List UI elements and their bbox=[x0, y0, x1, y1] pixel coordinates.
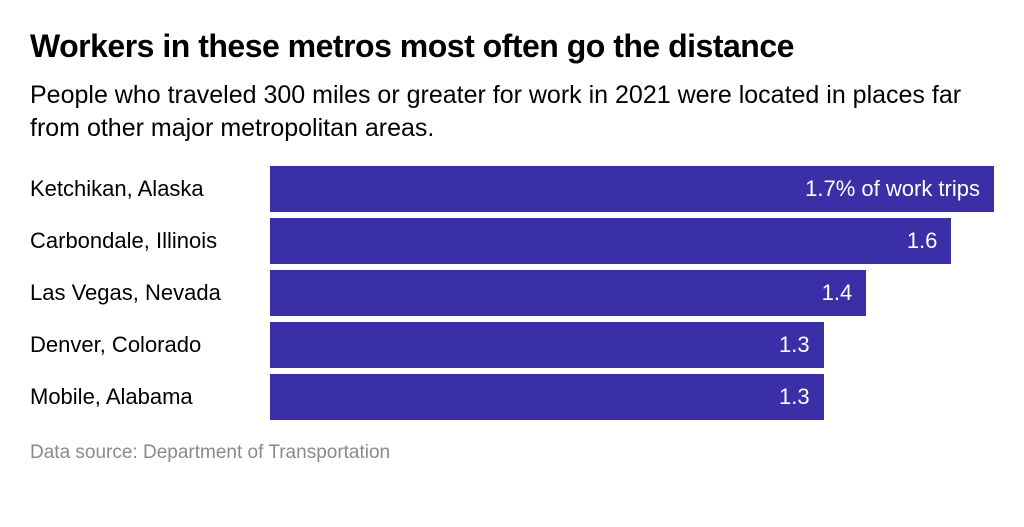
bar-value: 1.6 bbox=[907, 228, 938, 254]
bar-value: 1.7% of work trips bbox=[805, 176, 980, 202]
bar-label: Denver, Colorado bbox=[30, 332, 270, 358]
bar-container: 1.6 bbox=[270, 218, 994, 264]
bar: 1.3 bbox=[270, 322, 824, 368]
bar-container: 1.4 bbox=[270, 270, 994, 316]
bar-label: Ketchikan, Alaska bbox=[30, 176, 270, 202]
bar-value: 1.3 bbox=[779, 384, 810, 410]
bar-row: Carbondale, Illinois 1.6 bbox=[30, 218, 994, 264]
bar-container: 1.7% of work trips bbox=[270, 166, 994, 212]
chart-subtitle: People who traveled 300 miles or greater… bbox=[30, 79, 994, 144]
chart-title: Workers in these metros most often go th… bbox=[30, 28, 994, 65]
bar-label: Carbondale, Illinois bbox=[30, 228, 270, 254]
bar: 1.3 bbox=[270, 374, 824, 420]
bar-row: Las Vegas, Nevada 1.4 bbox=[30, 270, 994, 316]
bar-chart: Ketchikan, Alaska 1.7% of work trips Carbo… bbox=[30, 166, 994, 420]
bar-container: 1.3 bbox=[270, 322, 994, 368]
bar-label: Mobile, Alabama bbox=[30, 384, 270, 410]
bar-row: Ketchikan, Alaska 1.7% of work trips bbox=[30, 166, 994, 212]
bar-row: Mobile, Alabama 1.3 bbox=[30, 374, 994, 420]
bar: 1.4 bbox=[270, 270, 866, 316]
bar-value: 1.3 bbox=[779, 332, 810, 358]
bar-value: 1.4 bbox=[822, 280, 853, 306]
bar: 1.7% of work trips bbox=[270, 166, 994, 212]
bar-container: 1.3 bbox=[270, 374, 994, 420]
bar: 1.6 bbox=[270, 218, 951, 264]
data-source: Data source: Department of Transportatio… bbox=[30, 442, 994, 464]
bar-row: Denver, Colorado 1.3 bbox=[30, 322, 994, 368]
bar-label: Las Vegas, Nevada bbox=[30, 280, 270, 306]
